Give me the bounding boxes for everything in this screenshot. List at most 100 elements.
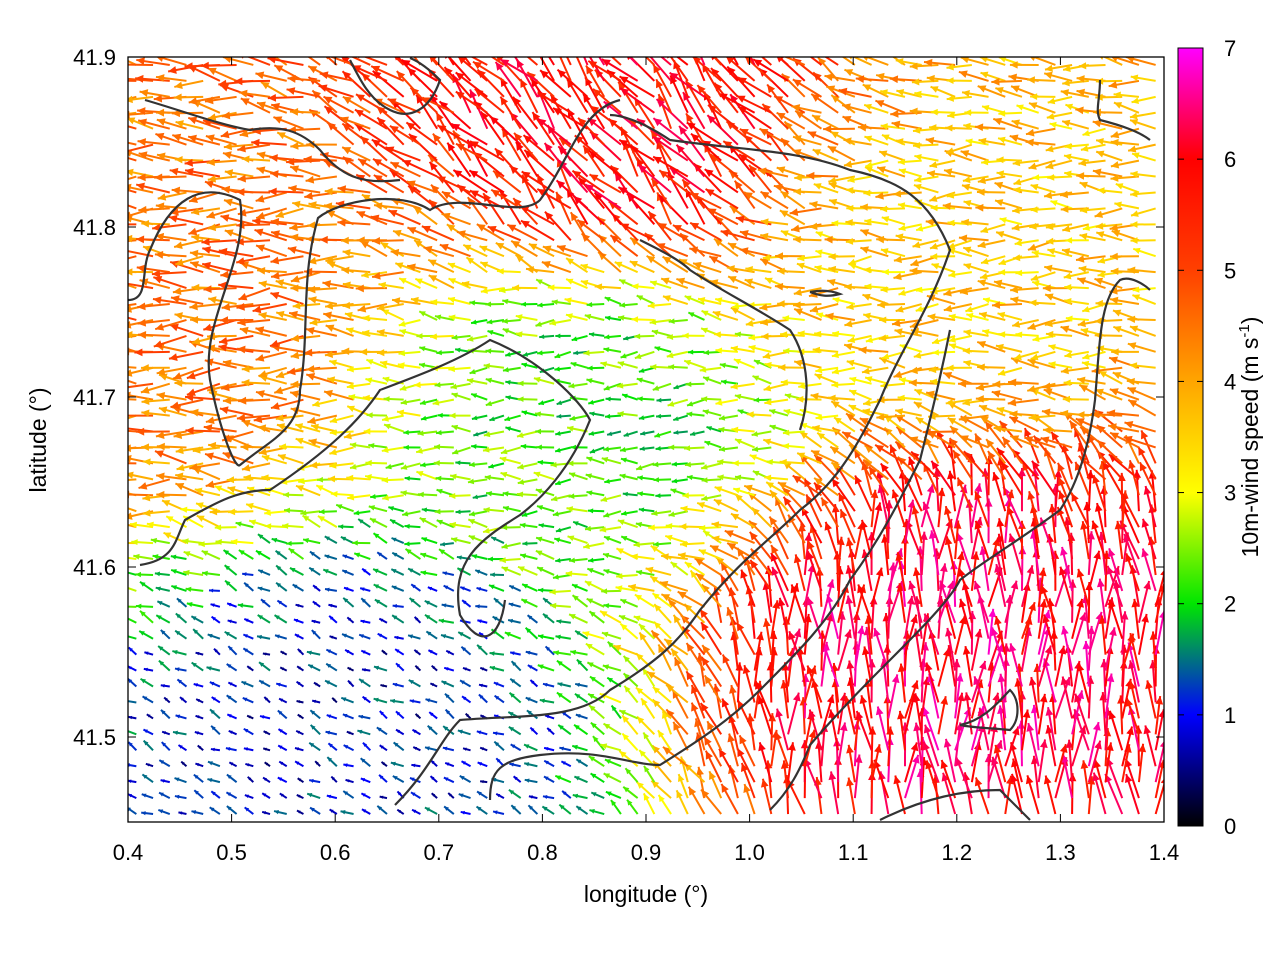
wind-arrow [671,689,689,719]
wind-arrow [330,775,338,783]
wind-arrow [259,715,271,720]
wind-arrow [966,312,989,321]
wind-arrow [1106,565,1124,608]
wind-arrow [329,359,354,369]
wind-arrow [313,681,321,688]
wind-arrow [128,617,137,624]
wind-arrow [258,661,271,672]
wind-arrow [1108,710,1124,751]
wind-arrow [616,382,638,389]
wind-arrow [396,808,405,815]
wind-arrow [289,165,321,178]
wind-arrow [828,394,855,402]
wind-arrow [604,315,622,321]
wind-arrow [1062,79,1089,87]
wind-arrow [1120,611,1129,655]
wind-arrow [879,356,906,369]
wind-arrow [517,380,538,387]
wind-arrow [447,296,471,306]
wind-arrow [264,761,271,768]
wind-arrow [273,116,304,130]
wind-arrow [621,510,638,516]
wind-arrow [160,709,171,720]
wind-arrow [705,188,739,210]
wind-arrow [621,732,639,751]
wind-arrow [638,631,656,656]
wind-arrow [561,790,572,799]
wind-arrow [880,205,906,213]
wind-arrow [255,326,287,337]
wind-arrow [357,158,388,178]
wind-arrow [652,541,672,547]
wind-arrow [946,364,972,372]
wind-arrow [161,730,171,736]
wind-arrow [206,666,221,672]
wind-arrow [810,449,839,465]
wind-arrow [1065,237,1089,244]
wind-arrow [155,586,170,592]
wind-arrow [831,381,855,389]
wind-arrow [912,239,939,249]
wind-arrow [893,255,922,264]
wind-arrow [929,159,956,169]
wind-arrow [353,552,371,560]
colorbar-tick-label: 5 [1224,258,1236,283]
wind-arrow [1078,265,1106,274]
wind-arrow [943,738,957,783]
wind-arrow [411,728,421,736]
wind-arrow [728,764,739,799]
wind-arrow [254,228,288,242]
wind-arrow [210,747,221,752]
wind-arrow [294,747,304,752]
wind-arrow [575,805,589,815]
wind-arrow [1060,409,1089,418]
wind-arrow [584,525,605,532]
wind-arrow [174,794,187,800]
wind-arrow [485,348,505,354]
wind-arrow [242,647,254,656]
wind-arrow [461,695,472,704]
wind-arrow [1113,101,1140,114]
wind-arrow [312,600,321,608]
wind-arrow [183,550,204,560]
wind-arrow [586,661,605,672]
wind-arrow [605,790,622,800]
wind-arrow [1145,680,1157,719]
wind-arrow [477,761,488,768]
wind-arrow [152,296,187,306]
wind-arrow [732,487,755,497]
wind-arrow [1021,601,1036,640]
wind-arrow [189,462,221,471]
wind-arrow [895,551,906,592]
wind-arrow [460,646,472,656]
wind-arrow [137,302,170,311]
wind-arrow [128,677,138,688]
wind-arrow [604,478,622,484]
wind-arrow [461,760,472,768]
wind-arrow [610,799,622,815]
wind-arrow [650,780,672,799]
wind-arrow [1127,386,1157,401]
wind-arrow [652,382,672,391]
wind-arrow [432,398,455,406]
wind-arrow [554,366,571,372]
wind-arrow [675,144,706,178]
wind-arrow [793,359,822,369]
wind-arrow [932,349,956,356]
wind-arrow [139,581,154,592]
wind-arrow [879,462,906,496]
wind-arrow [1030,271,1056,282]
wind-arrow [128,571,137,576]
wind-arrow [396,409,421,417]
wind-arrow [846,744,856,783]
wind-arrow [255,71,287,82]
wind-arrow [346,366,371,373]
wind-arrow [1108,79,1140,89]
wind-arrow [414,277,438,290]
wind-arrow [800,506,823,544]
wind-arrow [193,789,204,799]
wind-arrow [510,743,522,752]
wind-arrow [929,239,956,250]
wind-arrow [536,444,555,450]
wind-arrow [406,180,438,194]
